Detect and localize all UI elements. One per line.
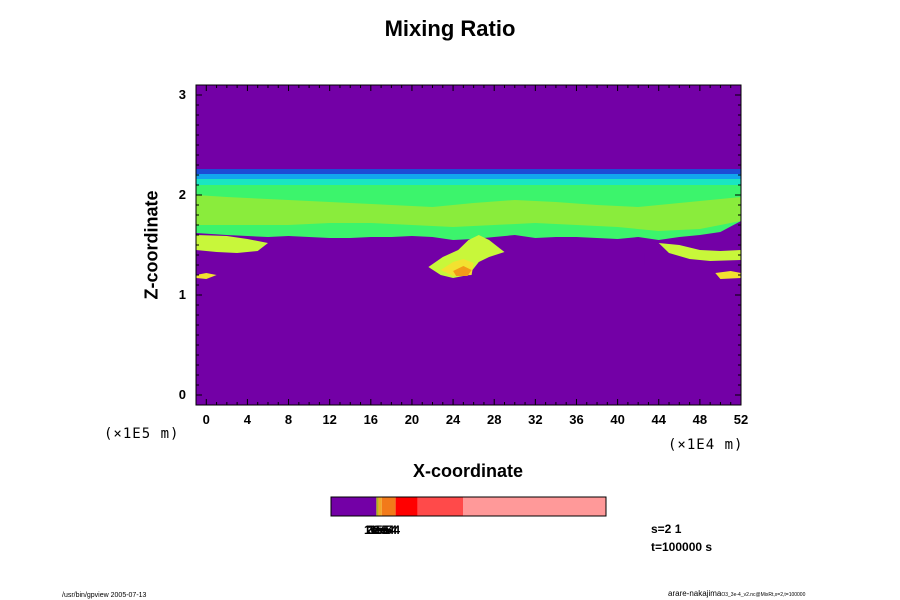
colorbar-tick-label: 3e-5 [368,523,393,537]
y-axis-label: Z-coordinate [141,190,162,300]
x-tick-label: 28 [486,412,502,427]
contour-region-7 [658,243,741,261]
contour-region-0 [196,169,741,174]
footer-right-main: arare-nakajima [668,589,722,598]
x-tick-label: 36 [569,412,584,427]
y-unit-label: (×1E5 m) [104,426,180,442]
colorbar-swatch [376,497,379,516]
y-tick-label: 3 [178,87,186,102]
colorbar-tick-label: 2e-5 [366,523,391,537]
contour-region-1 [196,174,741,179]
x-tick-label: 0 [202,412,210,427]
x-tick-label: 32 [528,412,543,427]
x-tick-label: 20 [404,412,420,427]
colorbar-swatch [417,497,464,516]
colorbar-tick-label: 5e-4 [376,523,401,537]
x-tick-label: 12 [322,412,337,427]
x-tick-label: 40 [610,412,625,427]
x-tick-label: 48 [692,412,708,427]
colorbar-swatch [378,497,382,516]
y-tick-label: 2 [178,187,186,202]
info-t: t=100000 s [651,540,713,554]
colorbar-swatch [381,497,396,516]
x-tick-label: 4 [243,412,252,427]
footer-left: /usr/bin/gpview 2005-07-13 [62,592,147,599]
y-tick-label: 1 [178,287,186,302]
x-tick-label: 52 [733,412,749,427]
plot-area [196,85,741,405]
contour-region-12 [636,253,645,265]
x-tick-label: 8 [284,412,293,427]
colorbar-swatch [463,497,606,516]
contour-region-11 [453,266,472,276]
colorbar-tick-label: 1e-4 [370,523,395,537]
x-tick-label: 44 [651,412,666,427]
colorbar-tick-label: 2e-4 [373,523,398,537]
colorbar-swatch [395,497,418,516]
contour-region-5 [196,235,268,253]
colorbar-tick-label: 1e-5 [364,523,389,537]
colorbar [330,496,607,517]
info-s: s=2 1 [651,522,682,536]
axis-ticks [196,85,742,405]
contour-region-9 [196,273,217,279]
contour-region-10 [715,271,741,279]
colorbar-swatch [331,497,377,516]
contour-region-2 [196,179,741,185]
x-unit-label: (×1E4 m) [668,437,744,453]
x-tick-label: 24 [445,412,461,427]
footer-right: arare-nakajimaO3_3e-4_v2.nc@MixRt,x=2,t=… [668,589,805,598]
y-tick-label: 0 [178,387,186,402]
x-axis-label: X-coordinate [412,461,523,481]
colorbar-frame [330,496,607,517]
footer-right-small: O3_3e-4_v2.nc@MixRt,x=2,t=100000 [721,592,806,598]
chart-title: Mixing Ratio [384,16,516,41]
contour-region-4 [196,195,741,231]
x-tick-label: 16 [363,412,379,427]
